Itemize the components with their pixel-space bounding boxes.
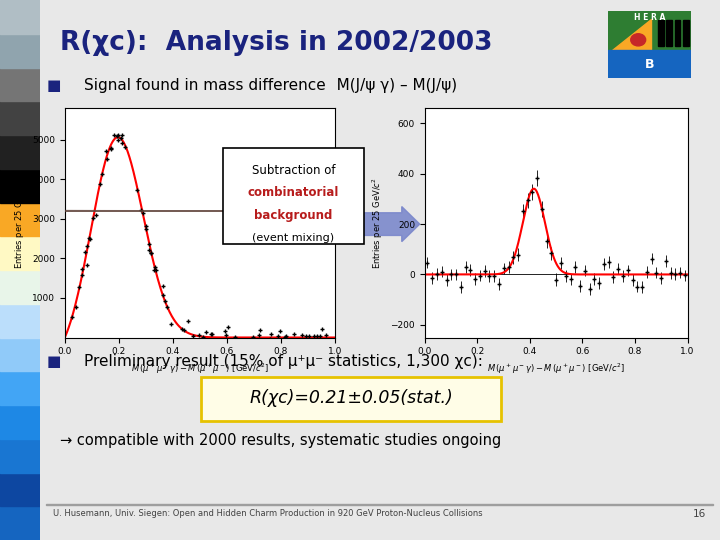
Bar — [0, 507, 40, 540]
Bar — [608, 11, 691, 50]
Text: (event mixing): (event mixing) — [252, 233, 335, 242]
Text: Preliminary result (15% of μ⁺μ⁻ statistics, 1,300 χc):: Preliminary result (15% of μ⁺μ⁻ statisti… — [84, 354, 482, 369]
Bar — [683, 20, 689, 46]
Circle shape — [631, 33, 646, 46]
Text: → compatible with 2000 results, systematic studies ongoing: → compatible with 2000 results, systemat… — [60, 433, 501, 448]
Bar — [0, 303, 40, 338]
Bar — [675, 20, 680, 46]
Text: R(χc)=0.21±0.05(stat.): R(χc)=0.21±0.05(stat.) — [249, 389, 453, 407]
Y-axis label: Entries per 25 GeV/$c^2$: Entries per 25 GeV/$c^2$ — [12, 177, 27, 269]
Bar — [0, 135, 40, 168]
Bar — [46, 504, 714, 505]
Text: ■: ■ — [46, 354, 60, 369]
Text: B: B — [645, 58, 654, 71]
Bar — [0, 270, 40, 303]
Y-axis label: Entries per 25 GeV/$c^2$: Entries per 25 GeV/$c^2$ — [371, 177, 385, 269]
Bar — [0, 168, 40, 202]
Text: U. Husemann, Univ. Siegen: Open and Hidden Charm Production in 920 GeV Proton-Nu: U. Husemann, Univ. Siegen: Open and Hidd… — [53, 509, 483, 518]
Bar — [0, 68, 40, 102]
Bar — [608, 50, 691, 78]
Text: Signal found in mass difference   M(J/ψ γ) – M(J/ψ): Signal found in mass difference M(J/ψ γ)… — [84, 78, 457, 93]
X-axis label: $M\,(\mu^+\mu^-\gamma) - M\,(\mu^+\mu^-)$ [GeV/$c^2$]: $M\,(\mu^+\mu^-\gamma) - M\,(\mu^+\mu^-)… — [131, 362, 269, 376]
Text: 16: 16 — [693, 509, 706, 519]
Bar — [0, 102, 40, 135]
Text: background: background — [254, 209, 333, 222]
Text: Subtraction of: Subtraction of — [252, 164, 335, 177]
X-axis label: $M\,(\mu^+\mu^-\gamma) - M\,(\mu^+\mu^-)$ [GeV/$c^2$]: $M\,(\mu^+\mu^-\gamma) - M\,(\mu^+\mu^-)… — [487, 362, 625, 376]
Bar — [0, 33, 40, 68]
FancyArrow shape — [337, 206, 420, 241]
Bar — [0, 438, 40, 472]
Text: H E R A: H E R A — [634, 13, 665, 22]
Bar — [0, 372, 40, 405]
Text: combinatorial: combinatorial — [248, 186, 339, 199]
Bar — [0, 0, 40, 33]
Bar — [658, 20, 664, 46]
FancyBboxPatch shape — [222, 148, 364, 244]
Bar — [0, 202, 40, 237]
Bar — [0, 405, 40, 438]
Bar — [666, 20, 672, 46]
Ellipse shape — [0, 181, 720, 240]
Text: R(χc):  Analysis in 2002/2003: R(χc): Analysis in 2002/2003 — [60, 30, 492, 56]
Bar — [0, 338, 40, 372]
Text: ■: ■ — [46, 78, 60, 93]
FancyBboxPatch shape — [201, 377, 501, 421]
Polygon shape — [612, 19, 652, 50]
Bar — [0, 472, 40, 507]
Bar — [0, 237, 40, 270]
